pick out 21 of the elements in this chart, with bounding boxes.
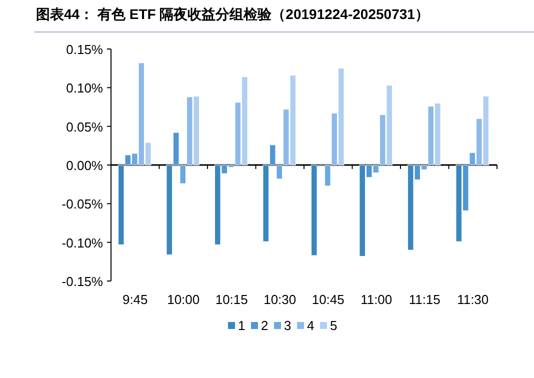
y-tick-label: 0.15% <box>66 42 104 57</box>
x-tick-label: 10:15 <box>215 292 248 307</box>
chart-title: 图表44： 有色 ETF 隔夜收益分组检验（20191224-20250731） <box>36 6 429 22</box>
legend-label: 1 <box>238 318 246 333</box>
x-tick-label: 11:15 <box>408 292 440 307</box>
y-tick-label: 0.10% <box>66 80 104 96</box>
y-tick-label: -0.15% <box>62 274 104 289</box>
x-tick-label: 9:45 <box>122 292 148 307</box>
y-tick-label: -0.05% <box>62 196 104 212</box>
y-tick-label: -0.10% <box>62 235 104 250</box>
legend-label: 4 <box>307 318 314 333</box>
x-tick-label: 10:45 <box>312 292 344 307</box>
y-tick-label: 0.00% <box>66 158 104 173</box>
x-tick-label: 11:30 <box>457 292 489 307</box>
x-tick-label: 11:00 <box>360 292 392 307</box>
x-tick-label: 10:00 <box>167 292 200 307</box>
y-tick-label: 0.05% <box>66 119 104 134</box>
legend-label: 5 <box>330 318 338 333</box>
legend-label: 3 <box>284 318 292 333</box>
legend-label: 2 <box>261 318 268 333</box>
x-tick-label: 10:30 <box>264 292 296 307</box>
